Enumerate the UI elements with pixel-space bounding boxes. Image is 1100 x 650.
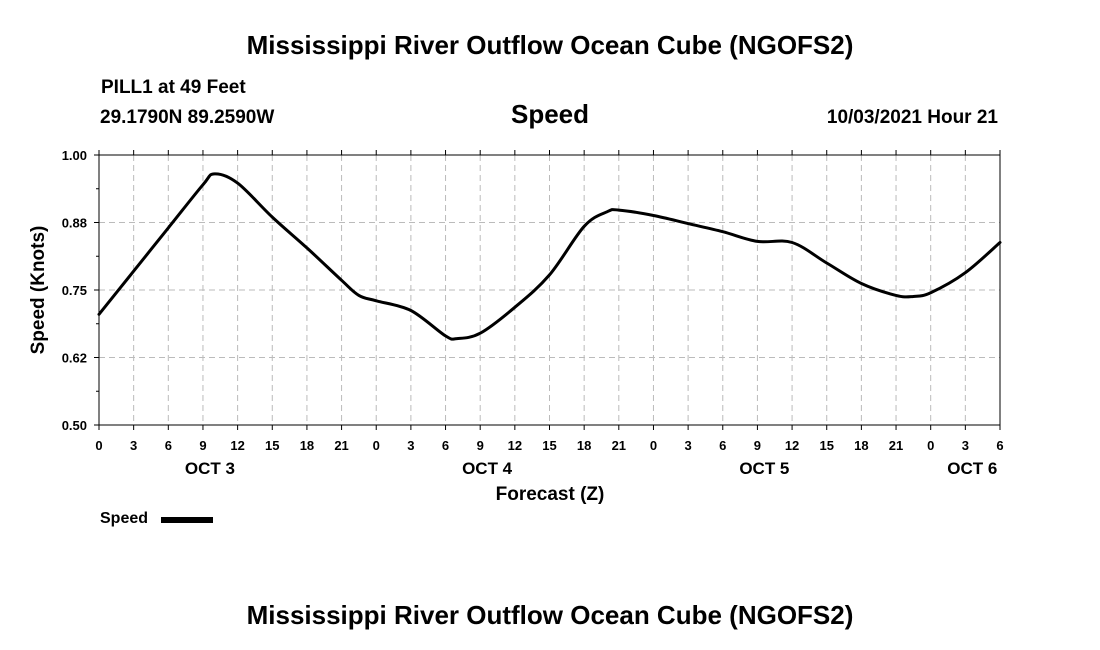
x-tick-label: 3: [407, 438, 414, 453]
x-tick-label: 6: [165, 438, 172, 453]
y-tick-label: 0.62: [62, 351, 87, 366]
x-tick-label: 3: [130, 438, 137, 453]
grid-lines: [99, 155, 1000, 425]
x-tick-label: 18: [300, 438, 314, 453]
speed-series-line: [97, 172, 1002, 341]
x-tick-label: 18: [577, 438, 591, 453]
legend-swatch: [161, 517, 213, 523]
day-label: OCT 4: [462, 459, 513, 478]
y-tick-label: 0.50: [62, 418, 87, 433]
x-tick-label: 15: [819, 438, 833, 453]
x-tick-label: 9: [199, 438, 206, 453]
x-tick-label: 18: [854, 438, 868, 453]
y-tick-label: 1.00: [62, 148, 87, 163]
x-tick-label: 15: [265, 438, 279, 453]
station-label: PILL1 at 49 Feet: [101, 77, 246, 98]
station-coordinates: 29.1790N 89.2590W: [100, 107, 275, 128]
x-tick-label: 0: [373, 438, 380, 453]
x-tick-label: 12: [508, 438, 522, 453]
x-tick-label: 12: [230, 438, 244, 453]
legend-label: Speed: [100, 510, 149, 527]
x-axis-title: Forecast (Z): [496, 484, 605, 505]
x-tick-label: 0: [927, 438, 934, 453]
x-tick-label: 9: [754, 438, 761, 453]
x-tick-label: 0: [650, 438, 657, 453]
x-tick-labels: 0 3 6 9 12 15 18 21 0 3 6 9 12 15 18 21 0 3 6 9 12 15 18 21 0 3 6: [95, 438, 1003, 453]
x-tick-label: 15: [542, 438, 556, 453]
y-axis-title: Speed (Knots): [28, 226, 49, 355]
plot-frame: [98, 154, 1001, 426]
x-tick-label: 21: [889, 438, 903, 453]
x-tick-label: 21: [612, 438, 626, 453]
x-tick-label: 6: [442, 438, 449, 453]
figure-title-bottom: Mississippi River Outflow Ocean Cube (NG…: [246, 600, 854, 630]
x-tick-label: 3: [684, 438, 691, 453]
day-label: OCT 3: [185, 459, 235, 478]
day-labels: OCT 3 OCT 4 OCT 5 OCT 6: [185, 459, 997, 478]
day-label: OCT 5: [739, 459, 789, 478]
chart-title: Speed: [510, 99, 590, 129]
x-tick-label: 9: [477, 438, 484, 453]
x-tick-label: 6: [996, 438, 1003, 453]
day-label: OCT 6: [947, 459, 997, 478]
figure-title-top: Mississippi River Outflow Ocean Cube (NG…: [246, 30, 854, 60]
y-tick-label: 0.88: [62, 216, 87, 231]
y-tick-labels: 1.00 0.88 0.75 0.62 0.50: [62, 148, 87, 433]
x-tick-label: 21: [334, 438, 348, 453]
x-tick-label: 12: [785, 438, 799, 453]
forecast-datetime: 10/03/2021 Hour 21: [826, 107, 998, 128]
x-tick-label: 3: [962, 438, 969, 453]
x-tick-label: 6: [719, 438, 726, 453]
y-tick-label: 0.75: [62, 283, 87, 298]
x-tick-label: 0: [95, 438, 102, 453]
